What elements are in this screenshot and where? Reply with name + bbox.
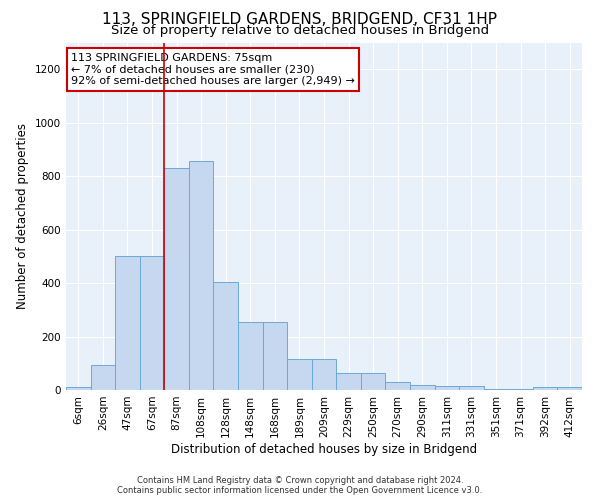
Bar [533, 388, 557, 390]
Bar [164, 168, 189, 390]
Bar [484, 388, 508, 390]
Bar [115, 256, 140, 390]
Bar [140, 256, 164, 390]
Bar [459, 386, 484, 390]
Bar [336, 372, 361, 390]
Text: Size of property relative to detached houses in Bridgend: Size of property relative to detached ho… [111, 24, 489, 37]
Bar [189, 162, 214, 390]
Bar [238, 322, 263, 390]
Bar [385, 382, 410, 390]
Bar [66, 388, 91, 390]
Bar [91, 364, 115, 390]
Y-axis label: Number of detached properties: Number of detached properties [16, 123, 29, 309]
Bar [263, 322, 287, 390]
Text: 113, SPRINGFIELD GARDENS, BRIDGEND, CF31 1HP: 113, SPRINGFIELD GARDENS, BRIDGEND, CF31… [103, 12, 497, 28]
Text: Contains HM Land Registry data © Crown copyright and database right 2024.
Contai: Contains HM Land Registry data © Crown c… [118, 476, 482, 495]
Bar [287, 360, 312, 390]
Bar [312, 360, 336, 390]
X-axis label: Distribution of detached houses by size in Bridgend: Distribution of detached houses by size … [171, 442, 477, 456]
Bar [214, 282, 238, 390]
Bar [434, 386, 459, 390]
Bar [410, 384, 434, 390]
Bar [508, 388, 533, 390]
Bar [557, 388, 582, 390]
Text: 113 SPRINGFIELD GARDENS: 75sqm
← 7% of detached houses are smaller (230)
92% of : 113 SPRINGFIELD GARDENS: 75sqm ← 7% of d… [71, 53, 355, 86]
Bar [361, 372, 385, 390]
